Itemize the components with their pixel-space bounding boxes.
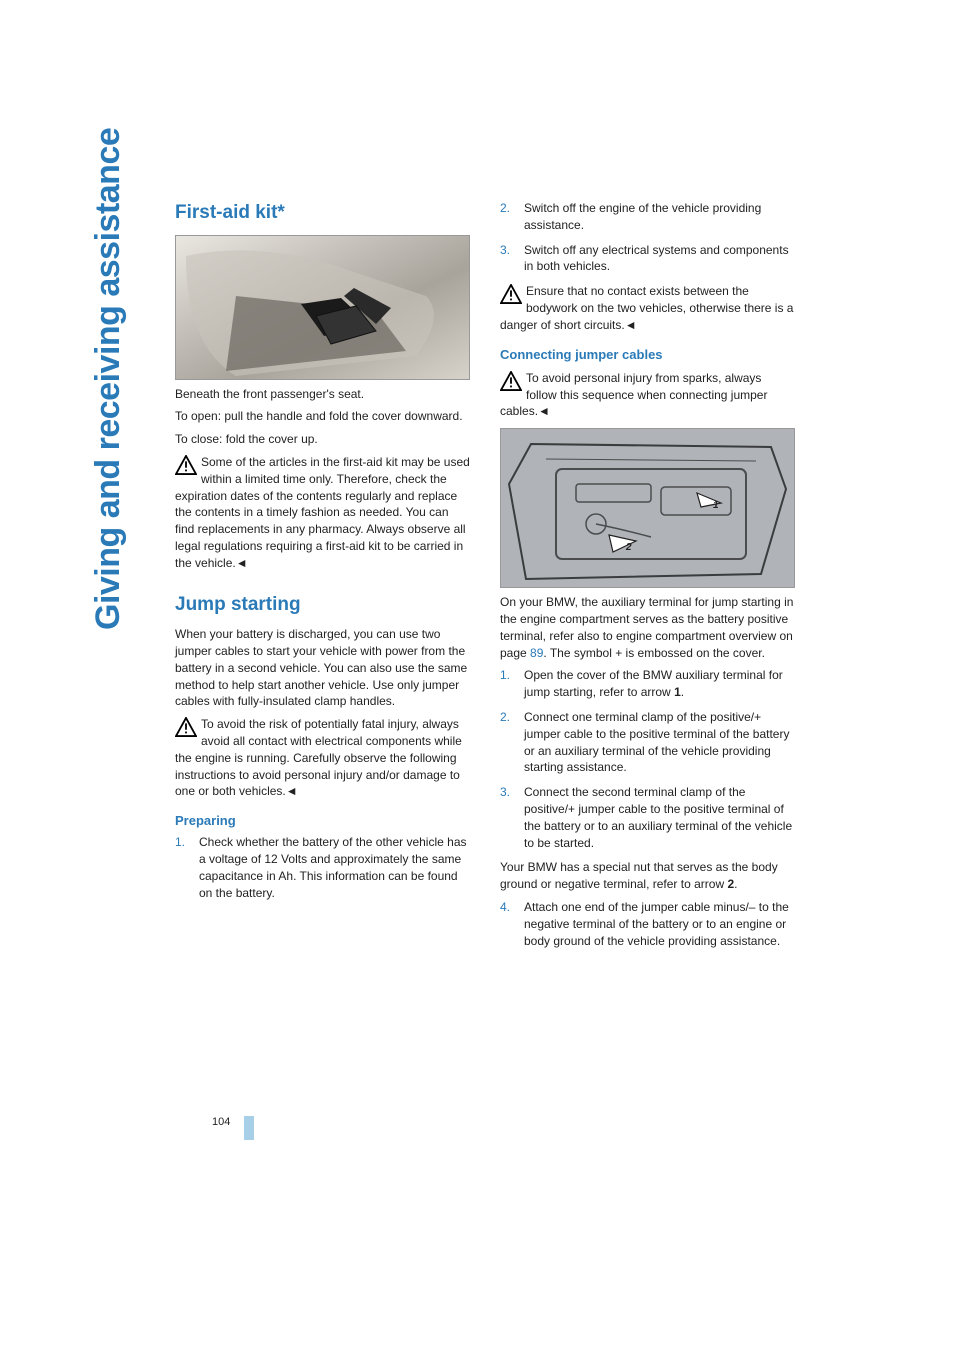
preparing-steps: 1. Check whether the battery of the othe… [175,834,470,901]
jump-intro: When your battery is discharged, you can… [175,626,470,710]
page-number: 104 [212,1115,230,1130]
jump-starting-heading: Jump starting [175,592,470,619]
connecting-steps-cont: 4. Attach one end of the jumper cable mi… [500,899,795,949]
list-item: 4. Attach one end of the jumper cable mi… [500,899,795,949]
page-number-bar [244,1116,254,1140]
aux-post: . The symbol + is embossed on the cover. [543,646,765,660]
step-number: 4. [500,899,510,916]
sparks-warning: To avoid personal injury from sparks, al… [500,370,795,420]
list-item: 2. Connect one terminal clamp of the pos… [500,709,795,776]
step-number: 2. [500,200,510,217]
jump-warning: To avoid the risk of potentially fatal i… [175,716,470,800]
right-column: 2. Switch off the engine of the vehicle … [500,200,795,957]
step-number: 3. [500,784,510,801]
neg-post: . [734,877,737,891]
contact-warning: Ensure that no contact exists between th… [500,283,795,333]
sparks-warning-text: To avoid personal injury from sparks, al… [500,371,767,419]
warning-icon [500,371,522,391]
connecting-heading: Connecting jumper cables [500,346,795,364]
step-number: 1. [175,834,185,851]
svg-text:1: 1 [713,500,719,511]
vertical-section-title: Giving and receiving assistance [85,128,133,630]
preparing-heading: Preparing [175,812,470,830]
c1-post: . [681,685,684,699]
jump-warning-text: To avoid the risk of potentially fatal i… [175,717,462,798]
list-item: 1. Open the cover of the BMW auxiliary t… [500,667,795,701]
seat-illustration [176,236,470,380]
first-aid-open: To open: pull the handle and fold the co… [175,408,470,425]
first-aid-warning-text: Some of the articles in the first-aid ki… [175,455,470,570]
first-aid-kit-figure [175,235,470,380]
warning-icon [175,455,197,475]
warning-icon [500,284,522,304]
warning-icon [175,717,197,737]
c1-pre: Open the cover of the BMW auxiliary term… [524,668,783,699]
step-text: Switch off the engine of the vehicle pro… [524,201,761,232]
list-item: 3. Switch off any electrical systems and… [500,242,795,276]
page-link[interactable]: 89 [530,646,543,660]
step-text: Check whether the battery of the other v… [199,835,467,899]
step-text: Connect one terminal clamp of the positi… [524,710,789,774]
neg-terminal-text: Your BMW has a special nut that serves a… [500,859,795,893]
first-aid-close: To close: fold the cover up. [175,431,470,448]
step-number: 1. [500,667,510,684]
engine-illustration: 1 2 [501,429,795,588]
first-aid-warning: Some of the articles in the first-aid ki… [175,454,470,572]
page-body: First-aid kit* Beneath the front pass [175,200,795,957]
first-aid-location: Beneath the front passenger's seat. [175,386,470,403]
step-number: 2. [500,709,510,726]
contact-warning-text: Ensure that no contact exists between th… [500,284,793,332]
left-column: First-aid kit* Beneath the front pass [175,200,470,957]
first-aid-heading: First-aid kit* [175,200,470,227]
step-text: Open the cover of the BMW auxiliary term… [524,668,783,699]
list-item: 1. Check whether the battery of the othe… [175,834,470,901]
step-text: Switch off any electrical systems and co… [524,243,789,274]
aux-terminal-text: On your BMW, the auxiliary terminal for … [500,594,795,661]
step-number: 3. [500,242,510,259]
step-text: Connect the second terminal clamp of the… [524,785,792,849]
svg-text:2: 2 [625,542,632,553]
list-item: 3. Connect the second terminal clamp of … [500,784,795,851]
preparing-steps-cont: 2. Switch off the engine of the vehicle … [500,200,795,275]
list-item: 2. Switch off the engine of the vehicle … [500,200,795,234]
c1-bold: 1 [674,685,681,699]
step-text: Attach one end of the jumper cable minus… [524,900,789,948]
engine-figure: 1 2 [500,428,795,588]
connecting-steps: 1. Open the cover of the BMW auxiliary t… [500,667,795,851]
